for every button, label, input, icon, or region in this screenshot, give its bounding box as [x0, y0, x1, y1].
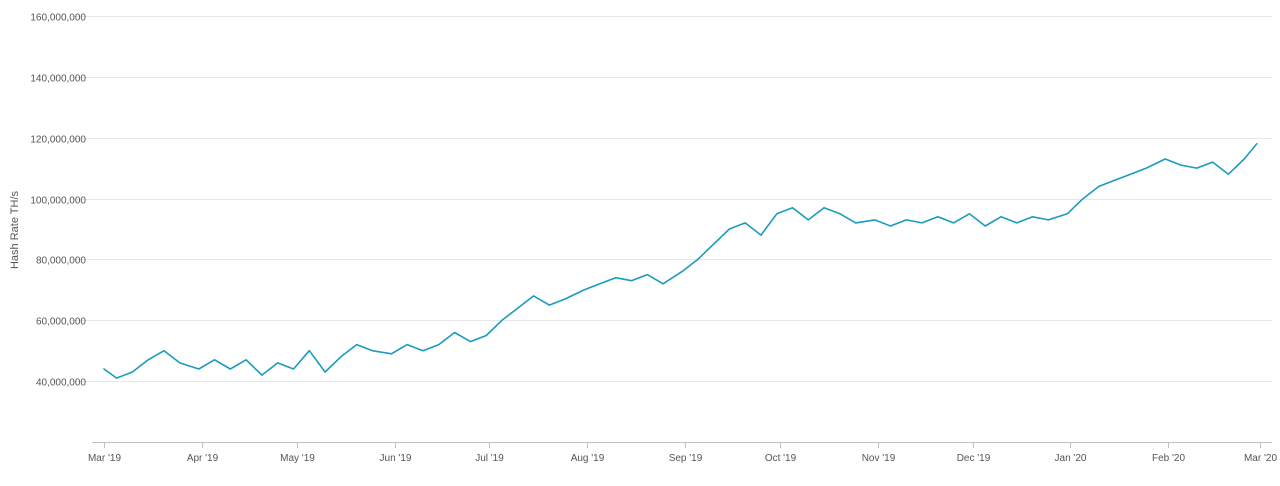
x-tick-label: May '19	[280, 453, 315, 464]
x-tick-label: Oct '19	[765, 453, 797, 464]
y-tick-label: 120,000,000	[30, 135, 86, 146]
x-tick-label: Jan '20	[1055, 453, 1087, 464]
x-tick-label: Nov '19	[862, 453, 896, 464]
axes: 40,000,000 60,000,000 80,000,000 100,000,00…	[30, 13, 1277, 465]
y-tick-label: 140,000,000	[30, 74, 86, 85]
series-layer	[103, 143, 1258, 379]
x-tick-label: Mar '20	[1244, 453, 1277, 464]
x-tick-label: Jul '19	[475, 453, 504, 464]
y-axis-title: Hash Rate TH/s	[9, 190, 21, 269]
x-tick-label: Jun '19	[380, 453, 412, 464]
y-tick-label: 40,000,000	[36, 378, 86, 389]
x-tick-label: Mar '19	[88, 453, 121, 464]
y-tick-label: 100,000,000	[30, 196, 86, 207]
x-tick-label: Aug '19	[571, 453, 605, 464]
x-tick-label: Dec '19	[957, 453, 991, 464]
y-tick-label: 160,000,000	[30, 13, 86, 24]
hash-rate-series-line	[103, 143, 1258, 379]
y-tick-label: 60,000,000	[36, 317, 86, 328]
y-tick-label: 80,000,000	[36, 256, 86, 267]
x-tick-label: Apr '19	[187, 453, 219, 464]
x-tick-label: Sep '19	[669, 453, 703, 464]
grid-lines	[72, 16, 1272, 382]
x-tick-label: Feb '20	[1152, 453, 1185, 464]
